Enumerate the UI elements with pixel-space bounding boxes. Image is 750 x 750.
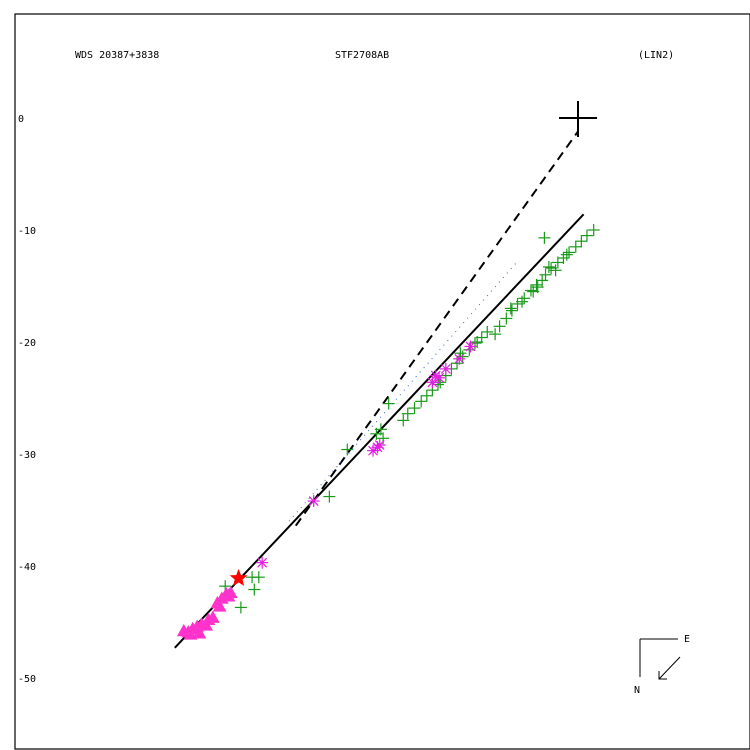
triangle-marker [212,599,227,612]
plot-frame [14,13,750,750]
plus-marker [516,295,528,308]
plus-marker [493,320,506,333]
asterisk-marker [453,352,466,365]
plus-marker [524,284,537,297]
plus-marker [557,252,570,264]
y-axis-tick-labels: 0 -10 -20 -30 -40 -50 [18,114,36,685]
plus-marker [382,397,395,410]
wds-label: WDS 20387+3838 [75,50,159,61]
plus-marker [481,325,494,338]
plus-marker [420,389,433,402]
plus-marker [252,571,265,584]
plus-marker [234,601,247,614]
triangle-marker [221,589,236,602]
asterisk-marker [307,495,320,508]
asterisk-marker [433,371,446,384]
y-tick-label: 0 [18,114,24,125]
pair-label: STF2708AB [335,50,389,61]
plus-marker [323,490,336,503]
y-tick-label: -10 [18,226,36,237]
plus-marker [500,312,513,325]
motion-arrowhead-icon [658,671,667,680]
asterisk-marker [439,362,452,375]
triangle-marker [183,627,198,640]
plus-marker [504,302,517,315]
plus-marker [518,292,531,305]
asterisk-marker [256,556,269,569]
plus-marker [415,395,428,408]
y-tick-label: -20 [18,338,36,349]
plus-marker [527,285,540,298]
plus-marker [580,229,593,242]
plus-marker [248,583,261,596]
plus-marker [542,260,555,273]
highlight-star-marker [229,568,248,586]
plus-marker [569,240,582,253]
motion-arrow-icon [658,656,681,680]
compass-north-label: N [634,685,640,696]
plus-marker [536,274,549,287]
plus-marker [505,304,518,317]
asterisk-marker [464,340,477,353]
plus-marker [489,328,502,341]
compass: E N [634,634,690,696]
asterisk-marker [367,444,380,457]
primary-connector-dashed-line [294,130,579,527]
triangle-marker [192,626,207,639]
plus-marker [549,264,562,277]
y-tick-label: -50 [18,674,36,685]
triangle-marker [206,610,220,623]
observation-points [176,101,600,640]
plus-marker [456,350,469,363]
plus-marker [587,224,600,236]
residual-dotted-line [288,261,518,522]
primary-star-cross-icon [559,101,597,137]
compass-east-label: E [684,634,690,645]
plus-marker [538,231,551,244]
asterisk-marker [429,369,442,382]
plus-marker [374,423,387,436]
plus-marker [341,443,354,456]
plus-marker [575,235,588,248]
plus-marker [539,268,552,281]
plus-marker [471,336,484,348]
plus-marker [397,414,410,427]
asterisk-marker [373,439,386,452]
y-tick-label: -30 [18,450,36,461]
plus-marker [408,402,421,415]
orbit-lines [174,130,585,649]
y-tick-label: -40 [18,562,36,573]
orbit-code-label: (LIN2) [638,50,674,61]
plus-marker [401,407,414,420]
plus-marker [563,246,576,259]
plus-marker [560,248,573,261]
